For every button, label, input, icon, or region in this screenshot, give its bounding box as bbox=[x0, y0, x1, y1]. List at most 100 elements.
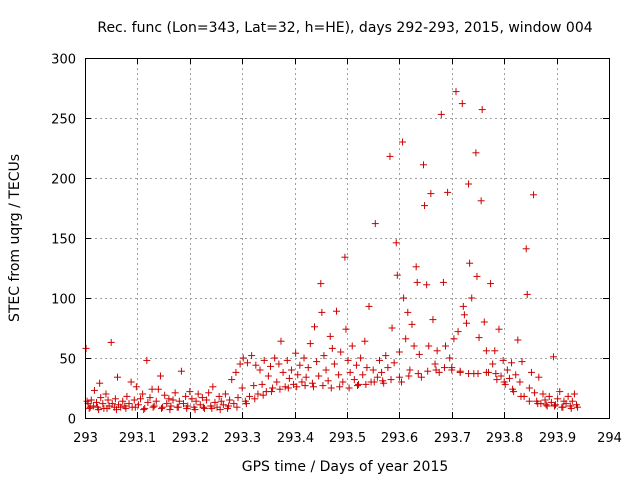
y-tick-label: 200 bbox=[51, 173, 76, 188]
data-point bbox=[475, 334, 483, 342]
data-point bbox=[304, 364, 312, 372]
data-point bbox=[315, 372, 323, 380]
data-point bbox=[154, 385, 162, 393]
data-point bbox=[90, 386, 98, 394]
data-point bbox=[127, 378, 135, 386]
data-point bbox=[491, 347, 499, 355]
data-point bbox=[306, 340, 314, 348]
data-point bbox=[188, 395, 196, 403]
data-point bbox=[167, 402, 175, 410]
x-tick-label: 293.5 bbox=[329, 431, 366, 446]
data-point bbox=[93, 398, 101, 406]
data-point bbox=[405, 372, 413, 380]
y-tick-label: 150 bbox=[51, 233, 76, 248]
data-point bbox=[194, 390, 202, 398]
x-tick-label: 293 bbox=[73, 431, 98, 446]
data-point bbox=[293, 383, 301, 391]
data-point bbox=[95, 406, 103, 414]
data-point bbox=[311, 323, 319, 331]
data-point bbox=[439, 278, 447, 286]
data-point bbox=[459, 302, 467, 310]
data-point bbox=[437, 110, 445, 118]
data-point bbox=[122, 404, 130, 412]
data-point bbox=[268, 388, 276, 396]
data-point bbox=[238, 384, 246, 392]
data-point bbox=[233, 403, 241, 411]
data-point bbox=[382, 352, 390, 360]
data-point bbox=[465, 370, 473, 378]
data-point bbox=[211, 398, 219, 406]
data-point bbox=[158, 404, 166, 412]
data-point bbox=[487, 280, 495, 288]
data-point bbox=[324, 377, 332, 385]
data-point bbox=[148, 385, 156, 393]
data-point bbox=[112, 406, 120, 414]
data-point bbox=[514, 336, 522, 344]
data-point bbox=[432, 366, 440, 374]
data-point bbox=[199, 403, 207, 411]
data-point bbox=[564, 392, 572, 400]
data-point bbox=[279, 368, 287, 376]
data-point bbox=[266, 362, 274, 370]
grid-lines bbox=[85, 58, 609, 418]
data-point bbox=[242, 400, 250, 408]
data-point bbox=[250, 382, 258, 390]
data-point bbox=[534, 400, 542, 408]
data-point bbox=[353, 382, 361, 390]
data-point bbox=[130, 396, 138, 404]
data-point bbox=[230, 400, 238, 408]
data-point bbox=[570, 390, 578, 398]
data-point bbox=[543, 402, 551, 410]
data-point bbox=[254, 390, 262, 398]
data-point bbox=[527, 368, 535, 376]
data-point bbox=[175, 397, 183, 405]
data-point bbox=[412, 263, 420, 271]
data-point bbox=[103, 404, 111, 412]
data-point bbox=[180, 400, 188, 408]
data-point bbox=[149, 403, 157, 411]
data-point bbox=[200, 404, 208, 412]
data-point bbox=[264, 372, 272, 380]
data-point bbox=[559, 403, 567, 411]
data-point bbox=[102, 390, 110, 398]
data-point bbox=[191, 406, 199, 414]
data-point bbox=[337, 348, 345, 356]
data-point bbox=[330, 360, 338, 368]
data-point bbox=[518, 358, 526, 366]
data-point bbox=[252, 361, 260, 369]
data-point bbox=[246, 392, 254, 400]
data-point bbox=[111, 395, 119, 403]
data-point bbox=[319, 382, 327, 390]
data-point bbox=[369, 366, 377, 374]
data-point bbox=[341, 253, 349, 261]
data-point bbox=[287, 366, 295, 374]
data-point bbox=[216, 406, 224, 414]
data-point bbox=[478, 106, 486, 114]
data-point bbox=[143, 356, 151, 364]
data-point bbox=[208, 404, 216, 412]
y-tick-labels: 0 50 100 150 200 250 300 bbox=[51, 53, 76, 428]
data-point bbox=[474, 370, 482, 378]
data-point bbox=[308, 379, 316, 387]
data-point bbox=[335, 371, 343, 379]
data-point bbox=[298, 378, 306, 386]
data-point bbox=[541, 396, 549, 404]
data-point bbox=[395, 348, 403, 356]
data-point bbox=[492, 370, 500, 378]
data-point bbox=[472, 149, 480, 157]
data-point bbox=[275, 360, 283, 368]
data-point bbox=[273, 378, 281, 386]
data-point bbox=[397, 378, 405, 386]
data-point bbox=[468, 294, 476, 302]
data-point bbox=[408, 320, 416, 328]
data-point bbox=[542, 401, 550, 409]
data-point bbox=[386, 152, 394, 160]
data-point bbox=[359, 371, 367, 379]
data-point bbox=[427, 190, 435, 198]
data-point bbox=[420, 161, 428, 169]
data-point bbox=[82, 344, 90, 352]
data-point bbox=[313, 358, 321, 366]
data-point bbox=[522, 245, 530, 253]
data-point bbox=[379, 377, 387, 385]
